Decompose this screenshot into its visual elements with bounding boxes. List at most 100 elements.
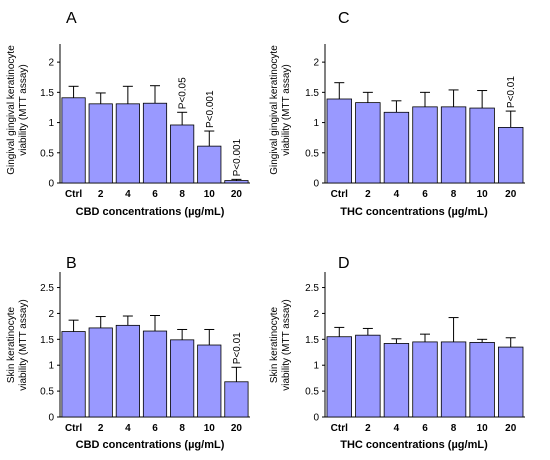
y-tick-label: 1	[48, 118, 54, 129]
category-label: 2	[365, 423, 371, 434]
category-label: 20	[505, 189, 517, 200]
y-tick-label: 0	[48, 413, 54, 424]
category-label: 2	[98, 189, 104, 200]
category-label: 2	[365, 189, 371, 200]
y-tick-label: 0.5	[305, 148, 319, 159]
y-tick-label: 2	[313, 309, 319, 320]
category-label: Ctrl	[331, 189, 348, 200]
bar	[440, 341, 467, 418]
category-label: 8	[179, 423, 185, 434]
bar	[326, 336, 352, 418]
bar	[170, 124, 195, 184]
category-label: 10	[477, 189, 489, 200]
panel-c: C Gingival gingival keratinocyte viabili…	[269, 10, 525, 218]
x-axis-label: CBD concentrations (µg/mL)	[76, 206, 225, 218]
x-axis-label: THC concentrations (µg/mL)	[340, 439, 488, 451]
y-tick-label: 1.5	[305, 335, 319, 346]
category-label: Ctrl	[65, 189, 82, 200]
y-axis-label-line2: viability (MTT assay)	[18, 299, 29, 391]
bar	[412, 106, 438, 184]
category-label: 4	[125, 423, 131, 434]
p-value-annotation: P<0.01	[506, 76, 517, 108]
category-label: 6	[422, 423, 428, 434]
category-label: 2	[98, 423, 104, 434]
panel-a: A Gingival gingival keratinocyte viabili…	[6, 10, 250, 218]
bar	[88, 103, 113, 184]
category-label: 4	[125, 189, 131, 200]
bar	[170, 339, 195, 418]
y-tick-label: 0.5	[40, 148, 54, 159]
bar	[197, 145, 222, 184]
y-tick-label: 1.5	[305, 88, 319, 99]
bar	[88, 327, 113, 418]
bar	[412, 341, 438, 418]
y-tick-label: 2.5	[40, 283, 54, 294]
plot-area-c: 0 0.5 1 1.5 2 Ctrl 2 4 6 8 10 20 P<0.01	[305, 44, 525, 200]
panel-letter-c: C	[338, 10, 350, 27]
bar	[326, 98, 352, 184]
bar	[142, 102, 168, 184]
category-label: 20	[231, 189, 243, 200]
bar	[61, 97, 86, 184]
bar	[498, 127, 524, 184]
y-tick-label: 2	[48, 309, 54, 320]
bar	[115, 103, 140, 184]
category-label: 4	[394, 189, 400, 200]
y-axis-label-line2: viability (MTT assay)	[281, 299, 292, 391]
panel-letter-d: D	[338, 255, 350, 272]
y-axis-label-line1: Skin keratinocyte	[269, 306, 280, 383]
p-value-annotation: P<0.05	[178, 77, 189, 109]
y-tick-label: 0	[313, 179, 319, 190]
category-label: 20	[231, 423, 243, 434]
category-label: 8	[179, 189, 185, 200]
y-axis-label-line2: viability (MTT assay)	[18, 64, 29, 156]
bar	[383, 111, 410, 184]
bar	[142, 330, 168, 418]
y-tick-label: 0.5	[40, 387, 54, 398]
bar	[61, 331, 86, 418]
plot-area-a: 0 0.5 1 1.5 2 Ctrl 2 4 6 8 P<0.05 10 P<0.001 20 P<0.00…	[40, 44, 250, 200]
p-value-annotation: P<0.001	[232, 138, 243, 176]
category-label: Ctrl	[331, 423, 348, 434]
y-tick-label: 0	[313, 413, 319, 424]
category-label: 10	[204, 423, 216, 434]
y-tick-label: 1	[313, 118, 319, 129]
category-label: 10	[477, 423, 489, 434]
bar	[355, 334, 381, 418]
x-axis-label: THC concentrations (µg/mL)	[340, 206, 488, 218]
p-value-annotation: P<0.001	[205, 90, 216, 128]
bar	[224, 180, 249, 184]
category-label: 8	[451, 423, 457, 434]
y-axis-label-line2: viability (MTT assay)	[281, 64, 292, 156]
category-label: 6	[422, 189, 428, 200]
y-tick-label: 2	[48, 58, 54, 69]
category-label: Ctrl	[65, 423, 82, 434]
category-label: 4	[394, 423, 400, 434]
bar	[440, 106, 467, 184]
bar	[115, 324, 140, 418]
bar	[383, 343, 410, 418]
y-tick-label: 2.5	[305, 283, 319, 294]
category-label: 8	[451, 189, 457, 200]
plot-area-d: 0 0.5 1 1.5 2 2.5 Ctrl 2 4 6 8 10 20	[305, 272, 525, 434]
y-axis-label-line1: Gingival gingival keratinocyte	[6, 45, 17, 175]
y-tick-label: 1.5	[40, 88, 54, 99]
y-axis-label-line1: Gingival gingival keratinocyte	[269, 45, 280, 175]
y-tick-label: 1	[313, 361, 319, 372]
y-tick-label: 0.5	[305, 387, 319, 398]
y-tick-label: 2	[313, 58, 319, 69]
y-tick-label: 1	[48, 361, 54, 372]
category-label: 10	[204, 189, 216, 200]
p-value-annotation: P<0.01	[232, 332, 243, 364]
plot-area-b: 0 0.5 1 1.5 2 2.5 Ctrl 2 4 6 8 10 20 P<0.01	[40, 272, 250, 434]
y-axis-label-line1: Skin keratinocyte	[6, 306, 17, 383]
category-label: 6	[152, 423, 158, 434]
x-axis-label: CBD concentrations (µg/mL)	[76, 439, 225, 451]
bar	[224, 381, 249, 418]
bar	[469, 342, 495, 418]
bar	[197, 344, 222, 418]
panel-letter-b: B	[66, 255, 77, 272]
y-tick-label: 1.5	[40, 335, 54, 346]
bar	[498, 346, 524, 418]
